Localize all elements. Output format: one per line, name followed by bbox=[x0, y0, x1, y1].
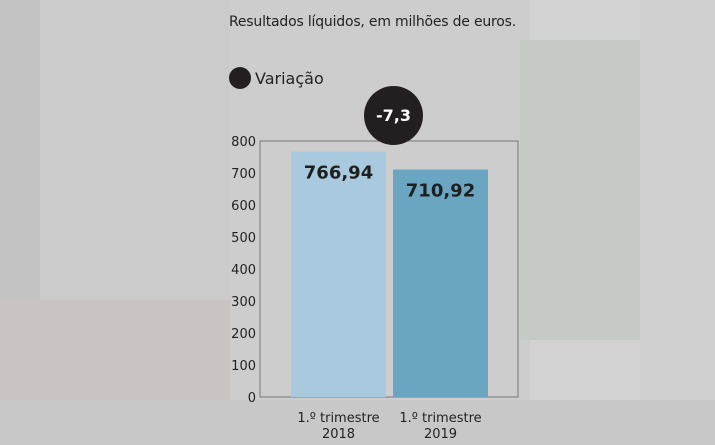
bar bbox=[291, 151, 386, 397]
legend-marker bbox=[229, 67, 251, 89]
y-tick-label: 800 bbox=[231, 135, 256, 150]
bar-value-label: 766,94 bbox=[304, 163, 373, 184]
variation-badge: -7,3 bbox=[364, 86, 423, 145]
chart-title: Resultados líquidos, em milhões de euros… bbox=[229, 14, 517, 30]
y-axis: 0 100 200 300 400 500 600 700 800 bbox=[231, 135, 256, 406]
legend: Variação bbox=[229, 67, 324, 89]
y-tick-label: 100 bbox=[231, 359, 256, 374]
bar bbox=[393, 169, 488, 397]
x-tick-label: 1.º trimestre bbox=[399, 411, 481, 426]
y-tick-label: 700 bbox=[231, 167, 256, 182]
y-tick-label: 300 bbox=[231, 295, 256, 310]
y-tick-label: 200 bbox=[231, 327, 256, 342]
y-tick-label: 600 bbox=[231, 199, 256, 214]
legend-label: Variação bbox=[255, 68, 324, 88]
bars: 766,94 710,92 bbox=[291, 151, 488, 397]
bar-value-label: 710,92 bbox=[406, 181, 475, 202]
y-tick-label: 0 bbox=[248, 391, 256, 406]
x-tick-label: 2019 bbox=[424, 427, 457, 442]
x-tick-label: 2018 bbox=[322, 427, 355, 442]
y-tick-label: 500 bbox=[231, 231, 256, 246]
y-tick-label: 400 bbox=[231, 263, 256, 278]
x-tick-label: 1.º trimestre bbox=[297, 411, 379, 426]
